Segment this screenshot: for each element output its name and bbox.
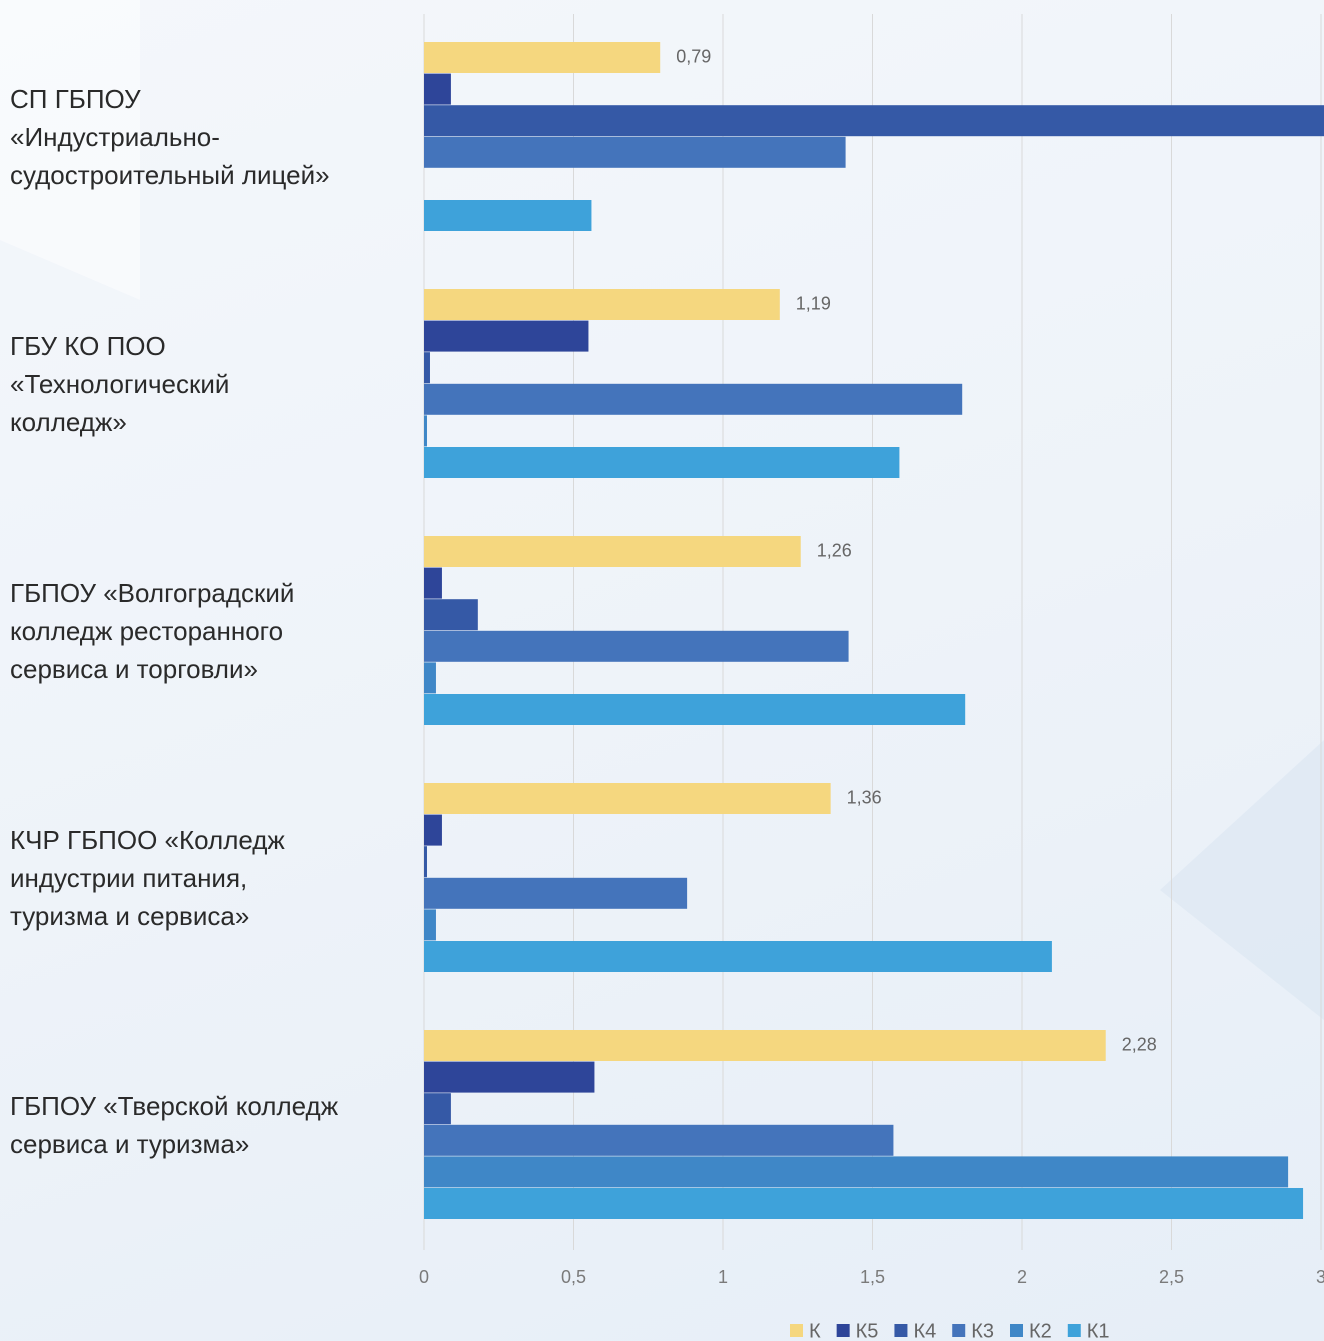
bar <box>424 599 478 631</box>
bar <box>424 783 831 814</box>
bg-shape <box>0 0 140 300</box>
bar <box>424 1093 451 1125</box>
x-tick-label: 1,5 <box>860 1267 885 1287</box>
bar <box>424 1061 595 1093</box>
x-tick-label: 3 <box>1316 1267 1324 1287</box>
legend-swatch <box>1067 1324 1081 1337</box>
value-label: 0,79 <box>676 47 711 67</box>
bar <box>424 662 436 694</box>
bar <box>424 320 589 352</box>
bar <box>424 383 963 415</box>
value-label: 2,28 <box>1122 1035 1157 1055</box>
x-tick-label: 2,5 <box>1159 1267 1184 1287</box>
bar <box>424 630 849 662</box>
bar <box>424 42 661 73</box>
bar <box>424 200 592 231</box>
x-tick-label: 2 <box>1017 1267 1027 1287</box>
bar <box>424 694 966 725</box>
category-label: КЧР ГБПОО «Колледж индустрии питания, ту… <box>10 824 285 931</box>
bar <box>424 289 780 320</box>
category-label: ГБПОУ «Волгоградский колледж ресторанног… <box>10 577 295 684</box>
legend-label: К1 <box>1087 1320 1110 1341</box>
legend-label: К <box>809 1320 821 1341</box>
category-label: СП ГБПОУ «Индустриально- судостроительны… <box>10 83 330 190</box>
legend-label: К2 <box>1029 1320 1052 1341</box>
value-label: 1,19 <box>796 294 831 314</box>
bar <box>424 415 427 447</box>
bar <box>424 567 442 599</box>
category-label: ГБПОУ «Тверской колледж сервиса и туризм… <box>10 1090 339 1159</box>
value-label: 1,26 <box>817 541 852 561</box>
legend-swatch <box>836 1324 850 1337</box>
bar <box>424 846 427 878</box>
legend-label: К5 <box>856 1320 879 1341</box>
legend-swatch <box>790 1324 803 1337</box>
x-tick-label: 0 <box>419 1267 429 1287</box>
legend-swatch <box>952 1324 966 1337</box>
value-label: 1,36 <box>847 788 882 808</box>
bar <box>424 909 436 941</box>
bar <box>424 352 430 384</box>
bar <box>424 447 900 478</box>
bar <box>424 73 451 105</box>
x-tick-label: 1 <box>718 1267 728 1287</box>
bar <box>424 1124 894 1156</box>
legend-swatch <box>894 1324 908 1337</box>
bg-shape <box>1160 740 1324 1020</box>
legend-label: К3 <box>971 1320 994 1341</box>
x-tick-label: 0,5 <box>561 1267 586 1287</box>
bar <box>424 1030 1106 1061</box>
category-label: ГБУ КО ПОО «Технологический колледж» <box>10 330 230 437</box>
bar <box>424 877 688 909</box>
bar <box>424 536 801 567</box>
bar <box>424 136 846 168</box>
bar <box>424 105 1324 137</box>
legend-swatch <box>1010 1324 1023 1337</box>
bar <box>424 1188 1304 1219</box>
bar <box>424 814 442 846</box>
legend-label: К4 <box>913 1320 936 1341</box>
bar <box>424 941 1052 972</box>
bar <box>424 1156 1289 1188</box>
